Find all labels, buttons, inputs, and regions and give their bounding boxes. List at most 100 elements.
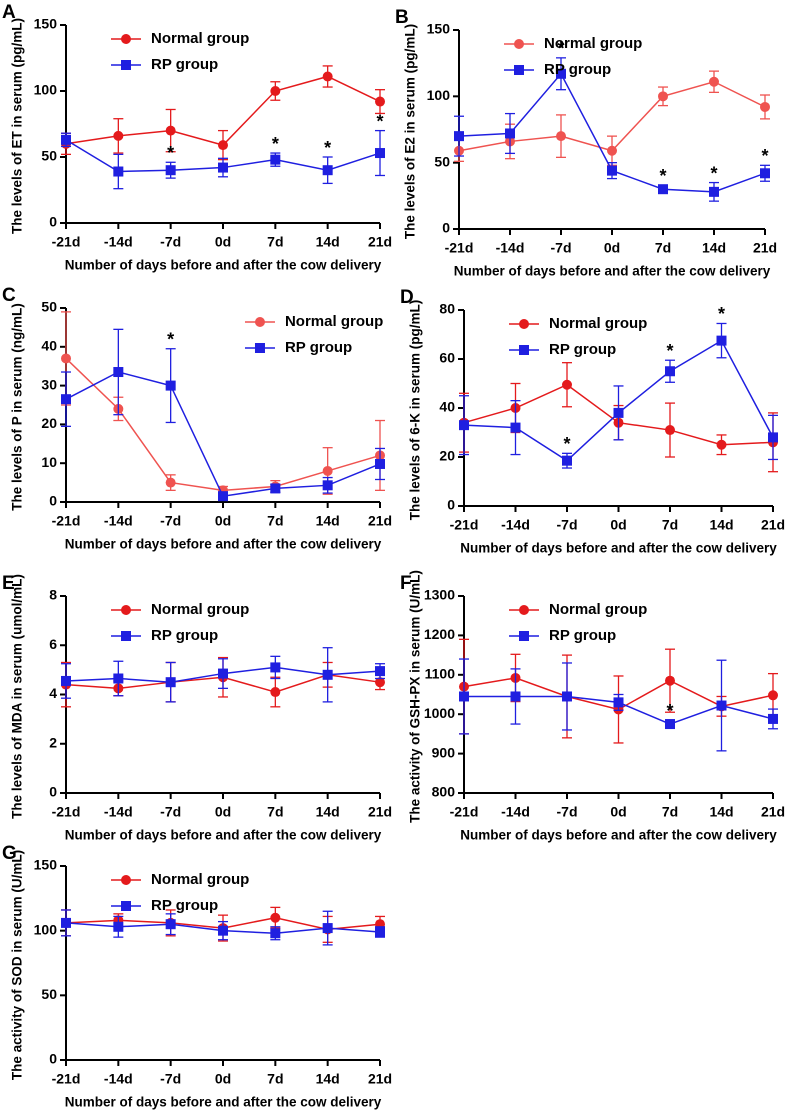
- marker: [768, 432, 778, 443]
- y-tick-label: 100: [427, 87, 451, 103]
- y-tick-label: 0: [49, 784, 57, 800]
- marker: [709, 186, 719, 197]
- marker: [61, 917, 71, 928]
- x-tick-label: 7d: [267, 1071, 283, 1087]
- x-axis-label: Number of days before and after the cow …: [65, 537, 382, 552]
- marker: [375, 677, 385, 688]
- legend-label: Normal group: [151, 871, 249, 888]
- marker: [61, 394, 71, 405]
- x-tick-label: 21d: [753, 240, 777, 256]
- legend-label: RP group: [151, 897, 218, 914]
- marker: [218, 162, 228, 173]
- y-tick-label: 20: [41, 415, 57, 431]
- x-tick-label: -21d: [450, 804, 479, 820]
- significance: *: [563, 434, 570, 454]
- x-tick-label: -7d: [160, 234, 181, 250]
- x-tick-label: 14d: [709, 517, 733, 533]
- panel-label: A: [2, 2, 16, 23]
- marker: [562, 691, 572, 702]
- x-axis-label: Number of days before and after the cow …: [460, 828, 777, 843]
- significance: *: [659, 166, 666, 186]
- legend-label: RP group: [549, 627, 616, 644]
- x-tick-label: 14d: [316, 234, 340, 250]
- significance: *: [710, 163, 717, 183]
- y-axis-label: The levels of ET in serum (pg/mL): [10, 18, 25, 234]
- y-tick-label: 20: [439, 448, 455, 464]
- x-tick-label: -7d: [557, 517, 578, 533]
- x-tick-label: -14d: [501, 517, 530, 533]
- marker: [459, 691, 469, 702]
- marker: [113, 130, 124, 141]
- y-tick-label: 2: [49, 734, 57, 750]
- panel-label: B: [395, 7, 409, 28]
- marker: [505, 128, 515, 139]
- marker: [613, 407, 624, 418]
- x-axis-label: Number of days before and after the cow …: [460, 541, 777, 556]
- panel-label: D: [400, 287, 414, 308]
- y-tick-label: 10: [41, 454, 57, 470]
- y-tick-label: 6: [49, 636, 57, 652]
- y-tick-label: 80: [439, 301, 455, 317]
- marker: [165, 380, 176, 391]
- y-tick-label: 60: [439, 350, 455, 366]
- x-tick-label: 0d: [215, 1071, 231, 1087]
- marker: [322, 165, 333, 176]
- marker: [658, 91, 668, 102]
- significance: *: [718, 304, 725, 324]
- x-tick-label: -21d: [52, 513, 81, 529]
- marker: [270, 928, 281, 939]
- x-tick-label: -21d: [445, 240, 474, 256]
- y-tick-label: 50: [41, 148, 57, 164]
- x-tick-label: -7d: [160, 1071, 181, 1087]
- x-tick-label: -7d: [551, 240, 572, 256]
- series-line: [65, 357, 381, 492]
- x-tick-label: 7d: [267, 234, 283, 250]
- y-axis-label: The levels of MDA in serum (umol/mL): [10, 574, 25, 819]
- x-tick-label: 7d: [267, 513, 283, 529]
- marker: [322, 923, 333, 934]
- marker: [270, 912, 281, 923]
- x-tick-label: 21d: [368, 513, 392, 529]
- marker: [665, 675, 675, 686]
- y-tick-label: 8: [49, 587, 57, 603]
- legend-label: Normal group: [285, 313, 383, 330]
- marker: [165, 919, 176, 930]
- marker: [375, 96, 385, 107]
- marker: [562, 455, 572, 466]
- marker: [607, 145, 617, 156]
- marker: [61, 353, 71, 364]
- x-tick-label: -21d: [52, 1071, 81, 1087]
- x-tick-label: 7d: [662, 517, 678, 533]
- marker: [322, 465, 333, 476]
- y-tick-label: 1000: [424, 705, 455, 721]
- marker: [510, 422, 521, 433]
- marker: [665, 719, 675, 730]
- marker: [113, 673, 124, 684]
- marker: [658, 184, 668, 195]
- significance: *: [666, 341, 673, 361]
- x-tick-label: -14d: [104, 234, 133, 250]
- y-tick-label: 50: [41, 986, 57, 1002]
- x-tick-label: -21d: [52, 804, 81, 820]
- legend-label: RP group: [549, 341, 616, 358]
- marker: [218, 925, 228, 936]
- x-tick-label: -7d: [160, 513, 181, 529]
- x-tick-label: 21d: [368, 234, 392, 250]
- panel-label: C: [2, 285, 16, 306]
- x-tick-label: -14d: [496, 240, 525, 256]
- y-tick-label: 100: [34, 921, 58, 937]
- x-tick-label: -14d: [104, 1071, 133, 1087]
- marker: [556, 68, 566, 79]
- y-tick-label: 50: [434, 153, 450, 169]
- panel-label: F: [400, 573, 412, 594]
- y-tick-label: 100: [34, 82, 58, 98]
- marker: [375, 148, 385, 159]
- x-tick-label: 21d: [761, 804, 785, 820]
- x-axis-label: Number of days before and after the cow …: [65, 258, 382, 273]
- significance: *: [761, 146, 768, 166]
- x-tick-label: 21d: [368, 804, 392, 820]
- panel-label: G: [2, 843, 17, 864]
- marker: [113, 921, 124, 932]
- x-tick-label: 14d: [316, 804, 340, 820]
